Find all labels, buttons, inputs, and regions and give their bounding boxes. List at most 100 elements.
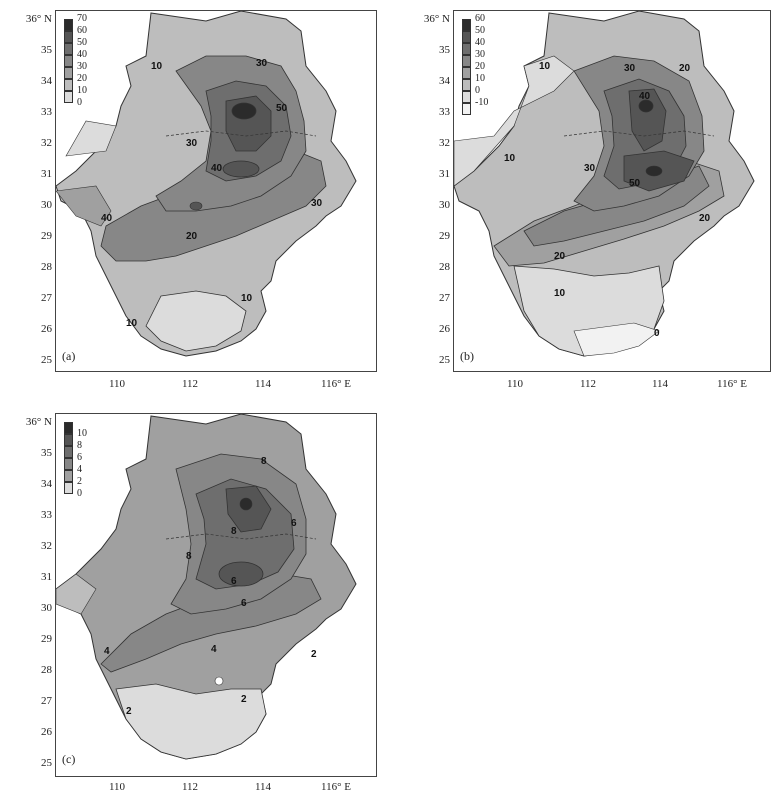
lat-tick: 32 — [41, 137, 52, 149]
legend-swatch — [64, 446, 73, 458]
legend-label: -10 — [475, 97, 489, 108]
legend-label: 30 — [77, 61, 87, 72]
legend-label: 0 — [77, 97, 82, 108]
legend-label: 30 — [475, 49, 485, 60]
contour-label: 30 — [584, 163, 596, 174]
contour-label: 10 — [151, 61, 163, 72]
contour-label: 50 — [629, 178, 641, 189]
lat-tick: 35 — [41, 447, 52, 459]
lat-tick: 34 — [41, 478, 52, 490]
panel-b: 10 30 20 40 50 30 10 20 10 0 20 (b) 60 5… — [400, 0, 779, 395]
lon-tick: 112 — [181, 781, 199, 793]
lon-tick: 110 — [506, 378, 524, 390]
lat-tick: 35 — [439, 44, 450, 56]
contour-label: 30 — [624, 63, 636, 74]
panel-a: 10 30 50 30 40 30 40 20 10 10 (a) 70 60 … — [0, 0, 380, 395]
legend-label: 50 — [77, 37, 87, 48]
legend-swatch — [64, 43, 73, 55]
contour-label: 40 — [101, 213, 113, 224]
lat-tick: 30 — [439, 199, 450, 211]
legend-label: 10 — [475, 73, 485, 84]
lon-tick: 114 — [254, 781, 272, 793]
map-a: 10 30 50 30 40 30 40 20 10 10 — [56, 11, 357, 357]
lon-tick: 116° E — [717, 378, 747, 390]
legend-label: 60 — [77, 25, 87, 36]
lon-tick: 116° E — [321, 378, 351, 390]
lon-tick: 110 — [108, 378, 126, 390]
lat-tick: 29 — [41, 230, 52, 242]
contour-label: 2 — [241, 694, 247, 705]
legend-swatch — [64, 458, 73, 470]
contour-label: 6 — [291, 518, 297, 529]
contour-label: 20 — [699, 213, 711, 224]
legend-label: 40 — [475, 37, 485, 48]
legend-label: 6 — [77, 452, 82, 463]
contour-label: 4 — [211, 644, 217, 655]
lat-tick: 33 — [41, 106, 52, 118]
legend-label: 40 — [77, 49, 87, 60]
legend-swatch — [462, 91, 471, 103]
legend-swatch — [64, 434, 73, 446]
contour-label: 4 — [104, 646, 110, 657]
contour-label: 8 — [186, 551, 192, 562]
legend-label: 0 — [77, 488, 82, 499]
lat-tick: 34 — [41, 75, 52, 87]
map-c: 8 6 8 6 6 8 4 4 2 2 2 — [56, 414, 357, 760]
lon-tick: 112 — [181, 378, 199, 390]
legend-swatch — [64, 470, 73, 482]
lat-tick: 28 — [439, 261, 450, 273]
contour-label: 20 — [679, 63, 691, 74]
contour-label: 30 — [256, 58, 268, 69]
map-frame-a: 10 30 50 30 40 30 40 20 10 10 (a) 70 60 … — [55, 10, 377, 372]
contour-label: 6 — [241, 598, 247, 609]
lat-tick: 26 — [439, 323, 450, 335]
panel-label-b: (b) — [460, 349, 474, 363]
lon-tick: 112 — [579, 378, 597, 390]
legend-swatch — [64, 67, 73, 79]
lat-tick: 36° N — [423, 13, 450, 25]
lat-tick: 34 — [439, 75, 450, 87]
legend-swatch — [64, 79, 73, 91]
legend-swatch — [64, 422, 73, 434]
contour-label: 10 — [539, 61, 551, 72]
lon-tick: 116° E — [321, 781, 351, 793]
contour-label: 10 — [504, 153, 516, 164]
lat-tick: 27 — [41, 695, 52, 707]
legend-swatch — [462, 19, 471, 31]
contour-label: 10 — [241, 293, 253, 304]
contour-label: 40 — [639, 91, 651, 102]
legend-label: 0 — [475, 85, 480, 96]
legend-label: 2 — [77, 476, 82, 487]
legend-swatch — [462, 79, 471, 91]
legend-swatch — [462, 55, 471, 67]
map-frame-b: 10 30 20 40 50 30 10 20 10 0 20 (b) 60 5… — [453, 10, 771, 372]
legend-swatch — [64, 482, 73, 494]
lat-tick: 25 — [41, 757, 52, 769]
panel-label-c: (c) — [62, 752, 76, 766]
lat-tick: 31 — [41, 168, 52, 180]
contour-label: 10 — [126, 318, 138, 329]
legend-swatch — [462, 31, 471, 43]
contour-label: 6 — [231, 576, 237, 587]
lat-tick: 27 — [41, 292, 52, 304]
contour-label: 0 — [654, 328, 660, 339]
lon-tick: 110 — [108, 781, 126, 793]
legend-label: 50 — [475, 25, 485, 36]
legend-swatch — [64, 91, 73, 103]
lat-tick: 32 — [439, 137, 450, 149]
lat-tick: 36° N — [25, 416, 52, 428]
lat-tick: 33 — [41, 509, 52, 521]
lat-tick: 36° N — [25, 13, 52, 25]
contour-label: 2 — [311, 649, 317, 660]
contour-label: 2 — [126, 706, 132, 717]
legend-swatch — [64, 55, 73, 67]
legend-label: 20 — [77, 73, 87, 84]
legend-label: 10 — [77, 85, 87, 96]
lat-tick: 28 — [41, 664, 52, 676]
legend-swatch — [462, 67, 471, 79]
lat-tick: 27 — [439, 292, 450, 304]
legend-label: 10 — [77, 428, 87, 439]
lat-tick: 26 — [41, 323, 52, 335]
lat-tick: 31 — [41, 571, 52, 583]
legend-label: 20 — [475, 61, 485, 72]
